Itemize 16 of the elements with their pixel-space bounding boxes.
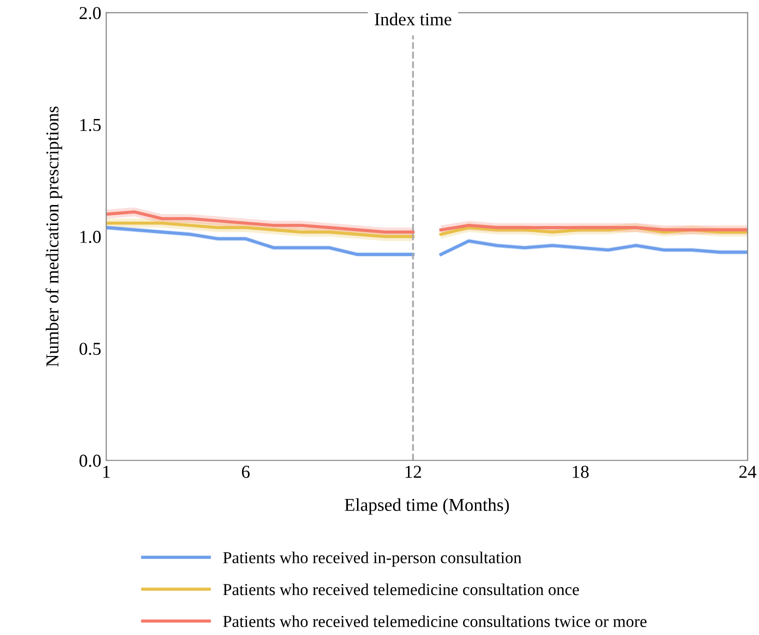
y-tick-label: 2.0	[80, 6, 101, 20]
y-axis-title: Number of medication prescriptions	[46, 106, 62, 367]
legend-label: Patients who received in-person consultation	[223, 552, 522, 567]
y-tick-label: 1.0	[80, 230, 101, 244]
x-tick-label: 24	[739, 466, 756, 478]
x-tick-label: 12	[406, 466, 422, 478]
x-tick-label: 1	[103, 466, 110, 478]
x-tick-label: 18	[572, 466, 589, 478]
legend-label: Patients who received telemedicine consultation once	[223, 583, 579, 596]
y-tick-label: 0.5	[80, 342, 101, 355]
legend-label: Patients who received telemedicine consultations twice or more	[223, 615, 646, 628]
y-tick-label: 0.0	[80, 454, 101, 467]
x-tick-label: 6	[242, 466, 250, 478]
y-tick-label: 1.5	[80, 118, 101, 132]
x-axis-title: Elapsed time (Months)	[344, 498, 509, 515]
ref-line-label: Index time	[374, 12, 452, 26]
